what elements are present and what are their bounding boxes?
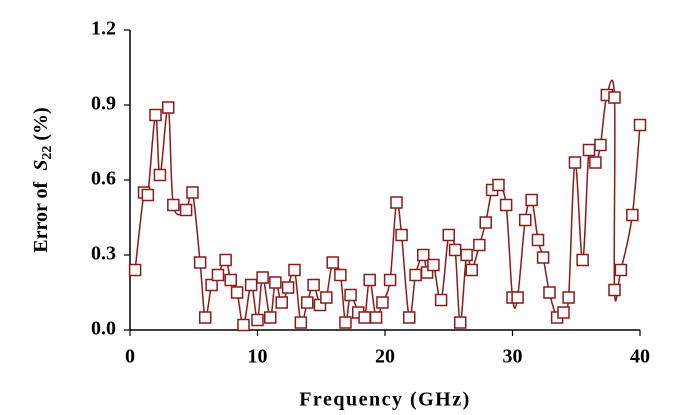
data-marker xyxy=(275,296,288,309)
data-marker xyxy=(149,108,162,122)
data-marker xyxy=(608,283,621,297)
x-tick-label: 10 xyxy=(248,346,268,368)
data-marker xyxy=(568,156,582,169)
data-marker xyxy=(402,311,416,324)
data-marker xyxy=(460,248,473,262)
data-marker xyxy=(193,256,207,269)
data-marker xyxy=(344,288,357,302)
data-marker xyxy=(162,101,175,114)
data-marker xyxy=(417,248,430,262)
data-marker xyxy=(313,298,327,312)
data-marker xyxy=(608,91,621,104)
data-marker xyxy=(339,316,352,329)
y-axis-label-text: Error of xyxy=(30,177,52,253)
data-marker xyxy=(320,291,333,304)
y-tick-label: 0.0 xyxy=(91,318,116,340)
data-marker xyxy=(224,273,237,287)
data-marker xyxy=(128,263,142,277)
data-marker xyxy=(334,268,347,282)
data-marker xyxy=(614,263,628,277)
data-marker xyxy=(141,188,155,202)
data-marker xyxy=(390,196,403,209)
data-marker xyxy=(211,268,225,282)
x-tick-label: 20 xyxy=(375,346,395,368)
data-marker xyxy=(219,253,232,267)
data-marker xyxy=(442,228,455,242)
data-marker xyxy=(358,311,371,324)
data-marker xyxy=(269,276,282,289)
data-marker xyxy=(281,281,295,294)
x-tick-label: 30 xyxy=(503,346,523,368)
data-marker xyxy=(626,208,639,222)
data-marker xyxy=(531,233,545,247)
data-marker xyxy=(237,318,250,332)
y-tick-label: 0.6 xyxy=(91,168,116,190)
data-marker xyxy=(395,228,408,242)
data-marker xyxy=(264,311,277,324)
x-axis-label: Frequency (GHz) xyxy=(299,389,471,411)
data-marker xyxy=(576,253,589,267)
data-marker xyxy=(251,313,264,327)
data-marker xyxy=(562,291,575,304)
data-marker xyxy=(473,238,486,252)
data-marker xyxy=(557,306,570,319)
y-tick-label: 0.3 xyxy=(91,243,116,265)
data-marker xyxy=(479,216,492,229)
x-tick-label: 0 xyxy=(125,346,135,368)
data-marker xyxy=(205,278,218,292)
data-marker xyxy=(465,263,478,277)
data-marker xyxy=(256,271,269,284)
data-marker xyxy=(198,311,212,324)
data-marker xyxy=(307,278,320,292)
data-marker xyxy=(525,193,538,207)
x-tick-label: 40 xyxy=(630,346,650,368)
data-marker xyxy=(543,286,556,299)
data-marker xyxy=(448,243,462,257)
y-axis-label-subscript: 22 xyxy=(40,146,55,160)
data-marker xyxy=(369,311,383,324)
data-marker xyxy=(383,273,397,287)
data-marker xyxy=(492,178,505,192)
data-marker xyxy=(427,258,440,272)
data-marker xyxy=(420,266,434,279)
data-marker xyxy=(511,291,524,304)
data-marker xyxy=(376,296,389,309)
data-marker xyxy=(499,198,513,212)
data-marker xyxy=(582,143,596,157)
data-marker xyxy=(230,286,244,299)
data-marker xyxy=(167,198,180,212)
data-marker xyxy=(186,186,199,199)
data-marker xyxy=(589,156,602,169)
data-marker xyxy=(409,268,422,282)
data-marker xyxy=(453,316,467,329)
data-marker xyxy=(519,213,532,227)
y-axis-label-unit: (%) xyxy=(30,107,52,145)
y-axis-label: Error of S22 (%) xyxy=(30,107,56,252)
data-marker xyxy=(434,293,448,307)
data-marker xyxy=(294,316,308,329)
y-tick-label: 0.9 xyxy=(91,93,116,115)
data-marker xyxy=(326,256,339,269)
data-marker xyxy=(594,138,607,152)
y-tick-label: 1.2 xyxy=(91,18,116,40)
data-marker xyxy=(363,273,376,287)
data-marker xyxy=(288,263,301,277)
data-marker xyxy=(536,251,550,264)
data-marker xyxy=(633,118,647,132)
y-axis-label-symbol: S xyxy=(30,160,52,171)
data-marker xyxy=(300,296,314,309)
data-marker xyxy=(153,168,167,182)
data-marker xyxy=(179,203,193,217)
data-marker xyxy=(244,278,258,292)
